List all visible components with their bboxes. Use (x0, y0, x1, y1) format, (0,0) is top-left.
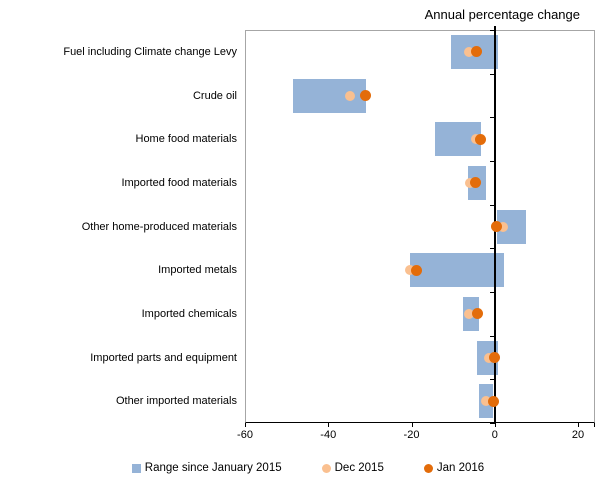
x-tick-label: -40 (320, 429, 337, 441)
dec-2015-dot (463, 308, 474, 319)
x-axis-tick (411, 423, 413, 427)
jan-2016-dot (491, 221, 503, 232)
legend-label-dec-2015: Dec 2015 (334, 462, 384, 474)
category-label: Imported metals (158, 264, 237, 277)
x-axis-tick (328, 423, 330, 427)
x-axis-tick (245, 423, 246, 427)
jan-2016-dot (470, 177, 482, 189)
dec-2015-dot (498, 221, 509, 232)
legend: Range since January 2015 Dec 2015 Jan 20… (0, 462, 616, 474)
x-axis-tick (578, 423, 579, 427)
category-label: Imported food materials (121, 176, 237, 189)
legend-label-jan-2016: Jan 2016 (436, 462, 485, 474)
dec-2015-dot (483, 352, 494, 363)
range-swatch-icon (131, 463, 141, 473)
legend-item-range: Range since January 2015 (131, 462, 282, 474)
zero-axis-tick (489, 73, 495, 75)
x-tick-label: 0 (491, 429, 498, 441)
zero-axis-tick (489, 161, 495, 162)
zero-axis-tick (489, 30, 495, 31)
zero-axis-tick (489, 423, 495, 424)
zero-axis-tick (489, 335, 495, 337)
x-tick-label: -60 (237, 429, 253, 441)
zero-axis-tick (489, 248, 495, 250)
x-tick-label: 20 (571, 429, 585, 441)
dec-2015-dot (464, 177, 475, 188)
x-axis-tick (494, 423, 496, 427)
jan-2016-dot (471, 46, 483, 58)
range-bar (409, 253, 505, 288)
dec-2015-dot (481, 396, 491, 407)
legend-item-jan-2016: Jan 2016 (423, 462, 485, 474)
jan-2016-dot (471, 308, 483, 320)
jan-2016-dot-icon (423, 463, 433, 473)
category-label: Imported chemicals (141, 307, 237, 320)
jan-2016-dot (475, 133, 487, 145)
zero-axis-tick (489, 379, 495, 381)
jan-2016-dot (410, 264, 422, 276)
dec-2015-dot (463, 46, 474, 57)
category-label: Home food materials (135, 133, 238, 146)
jan-2016-dot (487, 395, 499, 407)
zero-axis-tick (489, 117, 495, 119)
plot-area (245, 30, 595, 423)
dec-2015-dot (345, 90, 356, 101)
category-label: Other imported materials (115, 395, 237, 408)
dec-2015-dot (404, 265, 415, 276)
x-axis-end-tick (594, 423, 595, 427)
dec-2015-dot-icon (321, 463, 331, 473)
category-label: Crude oil (192, 89, 237, 102)
zero-axis-tick (489, 204, 495, 206)
range-bar (293, 78, 367, 113)
category-label: Imported parts and equipment (90, 351, 237, 364)
legend-label-range: Range since January 2015 (144, 462, 282, 474)
chart-title: Annual percentage change (424, 7, 580, 22)
jan-2016-dot (488, 352, 500, 363)
legend-item-dec-2015: Dec 2015 (321, 462, 384, 474)
zero-axis-tick (489, 292, 495, 293)
category-label: Fuel including Climate change Levy (63, 45, 237, 58)
jan-2016-dot (359, 90, 371, 101)
x-tick-label: -20 (403, 429, 420, 441)
category-label: Other home-produced materials (81, 220, 237, 233)
